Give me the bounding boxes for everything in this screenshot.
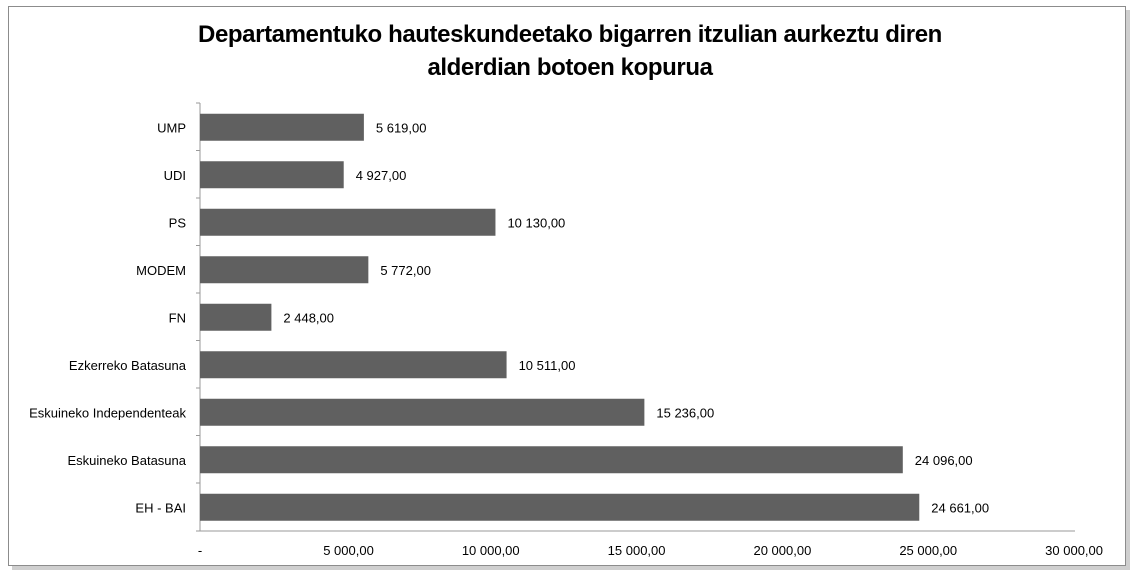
x-tick-label: - (198, 543, 202, 558)
category-label: FN (169, 310, 186, 325)
frame-shadow-right (1126, 10, 1130, 570)
chart-title-line-1: Departamentuko hauteskundeetako bigarren… (198, 21, 942, 48)
value-label: 24 096,00 (915, 453, 973, 468)
x-tick-label: 10 000,00 (462, 543, 520, 558)
frame-shadow-bottom (12, 566, 1130, 570)
category-label: UDI (164, 168, 186, 183)
x-tick-label: 5 000,00 (323, 543, 374, 558)
value-label: 5 772,00 (380, 263, 431, 278)
x-tick-label: 20 000,00 (753, 543, 811, 558)
x-tick-label: 30 000,00 (1045, 543, 1103, 558)
category-label: Eskuineko Batasuna (67, 453, 186, 468)
category-label: UMP (157, 120, 186, 135)
x-tick-label: 15 000,00 (608, 543, 666, 558)
bar (200, 493, 920, 521)
bar (200, 351, 507, 379)
bar (200, 161, 344, 189)
bar (200, 113, 364, 141)
value-label: 10 130,00 (507, 215, 565, 230)
bar (200, 256, 369, 284)
x-tick-label: 25 000,00 (899, 543, 957, 558)
category-label: Ezkerreko Batasuna (69, 358, 187, 373)
bar (200, 303, 272, 331)
category-label: PS (169, 215, 187, 230)
value-label: 4 927,00 (356, 168, 407, 183)
category-label: Eskuineko Independenteak (29, 405, 186, 420)
value-label: 10 511,00 (519, 358, 576, 373)
chart-title: Departamentuko hauteskundeetako bigarren… (120, 18, 1020, 84)
value-label: 24 661,00 (931, 500, 989, 515)
chart-title-line-2: alderdian botoen kopurua (427, 54, 713, 81)
bar (200, 398, 645, 426)
bar (200, 208, 496, 236)
value-label: 5 619,00 (376, 120, 427, 135)
category-label: MODEM (136, 263, 186, 278)
bar (200, 446, 903, 474)
value-label: 2 448,00 (283, 310, 334, 325)
value-label: 15 236,00 (656, 405, 714, 420)
category-label: EH - BAI (135, 500, 186, 515)
